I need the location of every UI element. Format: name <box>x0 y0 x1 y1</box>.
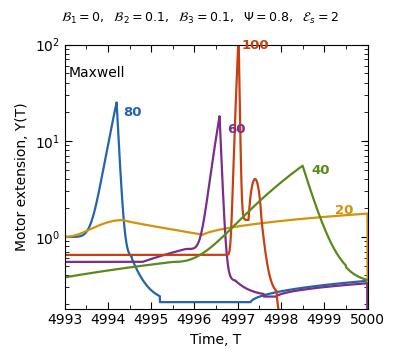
Y-axis label: Motor extension, Y(T): Motor extension, Y(T) <box>15 102 29 251</box>
Text: 100: 100 <box>241 39 269 52</box>
X-axis label: Time, T: Time, T <box>190 333 242 347</box>
Text: 80: 80 <box>123 106 142 119</box>
Text: $\mathcal{B}_1 = 0,\ \ \mathcal{B}_2 = 0.1,\ \ \mathcal{B}_3 = 0.1,\ \ \Psi = 0.: $\mathcal{B}_1 = 0,\ \ \mathcal{B}_2 = 0… <box>61 11 339 26</box>
Text: Maxwell: Maxwell <box>68 66 125 80</box>
Text: 20: 20 <box>335 203 354 216</box>
Text: 40: 40 <box>311 164 330 177</box>
Text: 60: 60 <box>227 123 246 136</box>
